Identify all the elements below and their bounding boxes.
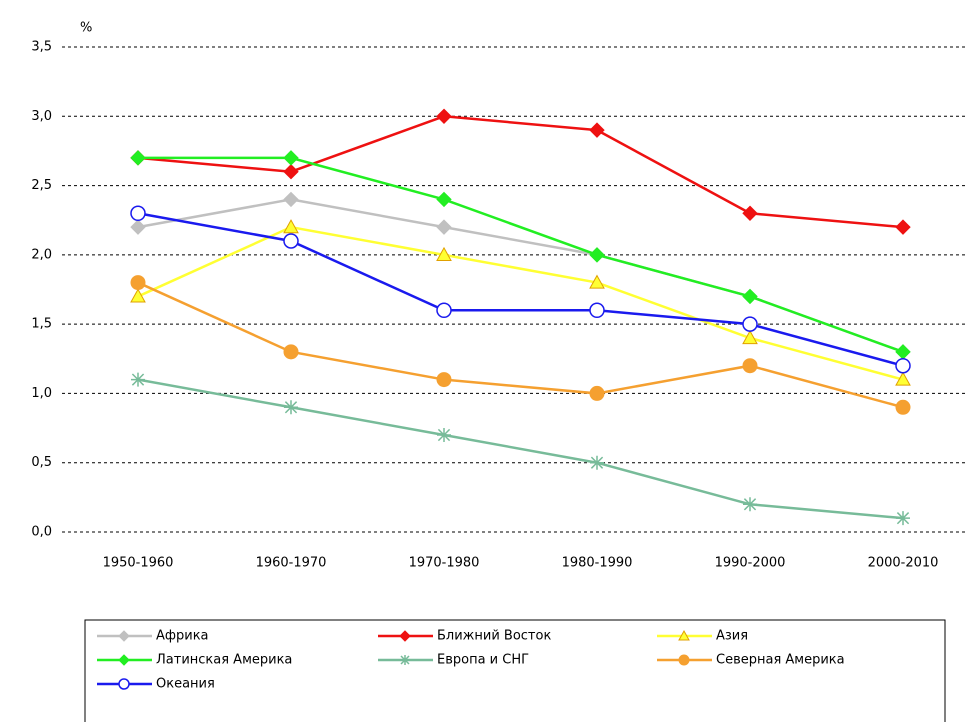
x-tick-label: 2000-2010: [868, 556, 939, 571]
marker: [742, 205, 758, 221]
x-tick-label: 1960-1970: [256, 556, 327, 571]
y-tick-label: 3,5: [31, 40, 52, 55]
marker: [399, 630, 411, 642]
marker: [130, 150, 146, 166]
marker: [678, 629, 690, 641]
y-axis-label: %: [80, 21, 92, 36]
y-tick-label: 2,0: [31, 247, 52, 262]
legend-label: Африка: [156, 629, 209, 644]
series-line: [137, 225, 904, 381]
marker: [118, 678, 130, 690]
marker: [283, 219, 299, 234]
marker: [436, 372, 452, 388]
marker: [436, 191, 452, 208]
legend-label: Океания: [156, 677, 215, 692]
marker: [436, 302, 452, 319]
marker: [590, 455, 604, 470]
marker: [589, 122, 605, 138]
series-line: [137, 198, 904, 354]
y-tick-label: 0,5: [31, 455, 52, 470]
marker: [678, 654, 690, 666]
marker: [283, 164, 299, 180]
legend-label: Ближний Восток: [437, 629, 551, 644]
marker: [589, 274, 605, 289]
legend-label: Северная Америка: [716, 653, 845, 668]
y-tick-label: 1,5: [31, 317, 52, 332]
x-tick-label: 1950-1960: [103, 556, 174, 571]
y-tick-label: 0,0: [31, 525, 52, 540]
legend-box: [84, 619, 946, 722]
x-tick-label: 1980-1990: [562, 556, 633, 571]
marker: [283, 344, 299, 360]
marker: [437, 428, 451, 442]
marker: [589, 247, 605, 263]
x-tick-label: 1990-2000: [715, 556, 786, 571]
marker: [130, 205, 146, 222]
marker: [742, 329, 758, 345]
marker: [131, 372, 145, 387]
marker: [895, 399, 911, 415]
series-line: [138, 156, 904, 354]
marker: [118, 654, 130, 666]
marker: [589, 302, 605, 319]
series-line: [137, 378, 904, 520]
marker: [895, 219, 911, 235]
marker: [284, 400, 298, 415]
legend-label: Европа и СНГ: [437, 653, 529, 668]
series-line: [137, 212, 904, 367]
marker: [589, 385, 605, 401]
marker: [895, 344, 911, 360]
marker: [400, 655, 410, 665]
marker: [283, 233, 299, 249]
marker: [436, 219, 452, 235]
marker: [118, 630, 130, 642]
marker: [130, 288, 146, 303]
marker: [130, 219, 146, 235]
series-line: [137, 115, 904, 229]
marker: [743, 497, 757, 512]
marker: [896, 511, 910, 526]
marker: [130, 275, 146, 291]
legend-label: Азия: [716, 629, 748, 644]
marker: [742, 316, 758, 332]
marker: [895, 357, 911, 374]
marker: [895, 371, 911, 386]
x-tick-label: 1970-1980: [409, 556, 480, 571]
marker: [742, 288, 758, 305]
series-line: [137, 281, 904, 409]
marker: [283, 191, 299, 208]
legend-label: Латинская Америка: [156, 653, 292, 668]
marker: [742, 358, 758, 374]
marker: [283, 150, 299, 166]
y-tick-label: 3,0: [31, 109, 52, 124]
marker: [436, 246, 452, 261]
y-tick-label: 1,0: [31, 386, 52, 401]
y-tick-label: 2,5: [31, 178, 52, 193]
marker: [436, 108, 452, 124]
